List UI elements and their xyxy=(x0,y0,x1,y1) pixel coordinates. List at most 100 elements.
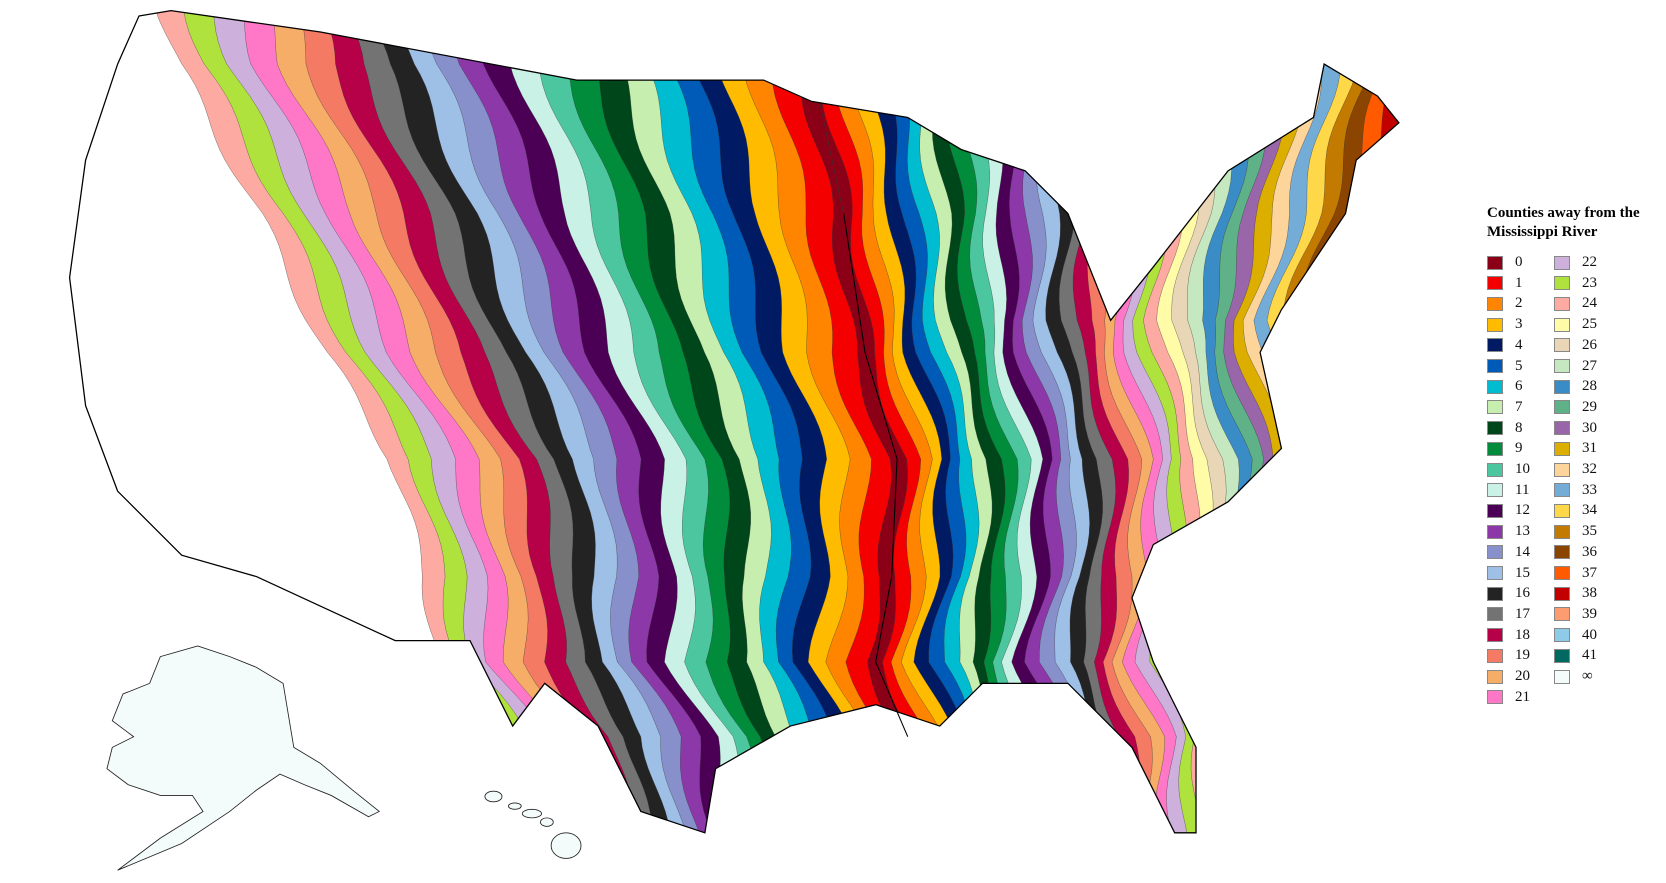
legend-item: 14 xyxy=(1487,544,1530,561)
legend-title-line1: Counties away from the xyxy=(1487,205,1640,221)
legend-swatch xyxy=(1554,400,1570,415)
legend-item: 37 xyxy=(1554,565,1597,582)
legend-label: 32 xyxy=(1582,461,1597,477)
legend-label: 27 xyxy=(1582,357,1597,374)
legend-swatch xyxy=(1554,586,1570,601)
legend-label: 16 xyxy=(1515,585,1530,602)
legend-item: 20 xyxy=(1487,668,1530,685)
legend-item: 1 xyxy=(1487,275,1523,292)
legend-label: 18 xyxy=(1515,626,1530,643)
legend-label: 8 xyxy=(1515,419,1523,436)
legend-item: 16 xyxy=(1487,585,1530,602)
legend-swatch xyxy=(1554,545,1570,560)
legend-label: 34 xyxy=(1582,502,1597,519)
legend-item: 3 xyxy=(1487,316,1523,333)
legend-swatch xyxy=(1554,276,1570,291)
legend-label: 5 xyxy=(1515,357,1523,374)
legend-label: 31 xyxy=(1582,440,1597,457)
legend-swatch xyxy=(1487,586,1503,601)
legend-item: 9 xyxy=(1487,440,1523,457)
legend-label: 25 xyxy=(1582,316,1597,333)
legend-label: 41 xyxy=(1582,647,1597,664)
legend-item: 12 xyxy=(1487,502,1530,519)
legend-item: ∞ xyxy=(1554,668,1593,685)
legend-item: 7 xyxy=(1487,399,1523,416)
legend-swatch xyxy=(1487,359,1503,373)
legend-label: 33 xyxy=(1582,481,1597,498)
legend-swatch xyxy=(1487,483,1503,498)
legend-swatch xyxy=(1487,379,1503,394)
legend-swatch xyxy=(1554,628,1570,643)
legend-swatch xyxy=(1554,338,1570,353)
legend-label: 36 xyxy=(1582,543,1597,560)
legend-label: 21 xyxy=(1515,688,1530,705)
legend-swatch xyxy=(1554,483,1570,498)
legend-label: 9 xyxy=(1515,440,1523,457)
legend-swatch xyxy=(1487,296,1503,311)
legend-swatch xyxy=(1487,648,1503,663)
legend-label: 12 xyxy=(1515,502,1530,519)
legend-swatch xyxy=(1554,462,1570,477)
legend-item: 5 xyxy=(1487,358,1523,375)
legend-swatch xyxy=(1487,255,1503,270)
legend-swatch xyxy=(1487,669,1503,684)
legend-label: 14 xyxy=(1515,543,1530,560)
legend-label: ∞ xyxy=(1582,668,1593,684)
legend-swatch xyxy=(1487,317,1503,332)
legend-item: 30 xyxy=(1554,420,1597,437)
legend-label: 7 xyxy=(1515,398,1523,415)
legend-label: 6 xyxy=(1515,378,1523,395)
legend-label: 38 xyxy=(1582,585,1597,602)
legend-label: 37 xyxy=(1582,564,1597,581)
legend-item: 6 xyxy=(1487,378,1523,395)
legend-swatch xyxy=(1554,524,1570,539)
legend-item: 11 xyxy=(1487,482,1529,499)
legend-swatch xyxy=(1487,628,1503,643)
distance-bands xyxy=(152,10,1399,833)
legend-item: 24 xyxy=(1554,295,1597,312)
legend-swatch xyxy=(1554,379,1570,394)
legend-item: 28 xyxy=(1554,378,1597,395)
map-legend: Counties away from the Mississippi River… xyxy=(1487,204,1666,714)
legend-swatch xyxy=(1487,607,1503,622)
legend-items: 0 1 2 3 4 5 6 7 8 9 10 11 12 13 14 15 16 17 18 19 20 21 22 23 24… xyxy=(1487,254,1666,714)
legend-swatch xyxy=(1487,338,1503,353)
legend-item: 4 xyxy=(1487,337,1523,354)
legend-item: 13 xyxy=(1487,523,1530,540)
legend-item: 8 xyxy=(1487,420,1523,437)
legend-swatch xyxy=(1554,669,1570,684)
legend-swatch xyxy=(1554,566,1570,580)
legend-swatch xyxy=(1487,545,1503,560)
legend-item: 34 xyxy=(1554,502,1597,519)
legend-item: 41 xyxy=(1554,647,1597,664)
legend-item: 35 xyxy=(1554,523,1597,540)
legend-swatch xyxy=(1487,421,1503,436)
legend-label: 2 xyxy=(1515,295,1523,312)
legend-swatch xyxy=(1487,503,1503,518)
legend-label: 4 xyxy=(1515,336,1523,353)
legend-swatch xyxy=(1487,400,1503,415)
legend-label: 30 xyxy=(1582,419,1597,436)
legend-item: 39 xyxy=(1554,606,1597,623)
legend-swatch xyxy=(1554,317,1570,332)
legend-label: 10 xyxy=(1515,461,1530,477)
legend-label: 40 xyxy=(1582,626,1597,643)
legend-swatch xyxy=(1554,255,1570,270)
legend-label: 29 xyxy=(1582,398,1597,415)
legend-title: Counties away from the Mississippi River xyxy=(1487,204,1666,242)
legend-item: 32 xyxy=(1554,461,1597,478)
alaska xyxy=(106,645,381,871)
legend-swatch xyxy=(1554,359,1570,373)
legend-swatch xyxy=(1554,296,1570,311)
legend-swatch xyxy=(1554,648,1570,663)
legend-item: 26 xyxy=(1554,337,1597,354)
legend-item: 18 xyxy=(1487,627,1530,644)
legend-label: 13 xyxy=(1515,523,1530,540)
legend-item: 36 xyxy=(1554,544,1597,561)
legend-swatch xyxy=(1487,462,1503,477)
legend-swatch xyxy=(1487,441,1503,456)
legend-item: 33 xyxy=(1554,482,1597,499)
legend-swatch xyxy=(1554,441,1570,456)
legend-item: 21 xyxy=(1487,689,1530,706)
legend-label: 22 xyxy=(1582,254,1597,270)
